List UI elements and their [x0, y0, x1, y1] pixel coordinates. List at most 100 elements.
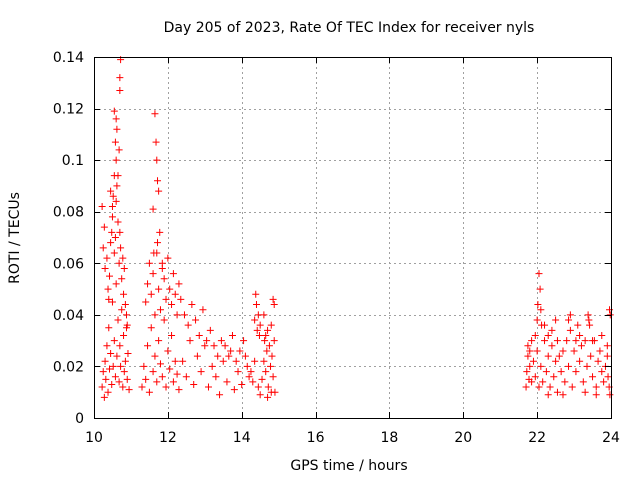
y-tick-label: 0.1	[62, 153, 84, 169]
data-point	[261, 337, 269, 345]
data-point	[584, 311, 592, 319]
data-point	[548, 342, 556, 350]
data-point	[217, 337, 225, 345]
data-point	[155, 285, 163, 293]
data-point	[111, 138, 119, 146]
data-point	[115, 378, 123, 386]
data-point	[142, 375, 150, 383]
data-point	[166, 365, 174, 373]
data-point	[158, 373, 166, 381]
data-point	[168, 331, 176, 339]
data-point	[598, 331, 606, 339]
data-point	[116, 74, 124, 82]
data-point	[195, 331, 203, 339]
data-point	[116, 342, 124, 350]
data-point	[581, 388, 589, 396]
data-point	[122, 311, 130, 319]
data-point	[125, 386, 133, 394]
data-point	[140, 362, 148, 370]
data-point	[98, 383, 106, 391]
data-point	[247, 368, 255, 376]
y-tick-label: 0.12	[53, 102, 84, 118]
data-point	[197, 368, 205, 376]
data-point	[145, 259, 153, 267]
data-point	[600, 378, 608, 386]
data-point	[255, 331, 263, 339]
data-point	[116, 228, 124, 236]
data-point	[121, 301, 129, 309]
data-point	[169, 378, 177, 386]
x-tick-label: 12	[159, 430, 177, 446]
x-axis-label: GPS time / hours	[290, 458, 407, 474]
data-point	[586, 321, 594, 329]
data-point	[566, 326, 574, 334]
y-tick-label: 0.04	[53, 308, 84, 324]
data-point	[145, 388, 153, 396]
data-point	[100, 393, 108, 401]
data-point	[118, 306, 126, 314]
data-point	[117, 362, 125, 370]
data-point	[110, 107, 118, 115]
data-point	[107, 239, 115, 247]
data-point	[153, 378, 161, 386]
data-point	[550, 373, 558, 381]
data-point	[144, 342, 152, 350]
data-point	[156, 306, 164, 314]
data-point	[264, 383, 272, 391]
x-tick-labels: 10 12 14 16 18 20 22 24	[85, 430, 620, 446]
data-point	[587, 352, 595, 360]
data-point	[103, 342, 111, 350]
y-tick-label: 0	[75, 411, 84, 427]
axis-ticks	[94, 57, 612, 419]
data-point	[164, 347, 172, 355]
data-point	[214, 352, 222, 360]
data-point	[124, 350, 132, 358]
data-point	[156, 228, 164, 236]
data-point	[572, 337, 580, 345]
data-point	[112, 197, 120, 205]
data-point	[251, 316, 259, 324]
data-point	[120, 368, 128, 376]
data-point	[577, 342, 585, 350]
data-point	[563, 337, 571, 345]
data-point	[147, 290, 155, 298]
data-point	[256, 391, 264, 399]
data-point	[169, 270, 177, 278]
data-point	[180, 311, 188, 319]
data-point	[589, 373, 597, 381]
data-point	[572, 368, 580, 376]
data-point	[115, 146, 123, 154]
data-point	[103, 254, 111, 262]
data-point	[561, 378, 569, 386]
data-point	[206, 326, 214, 334]
data-point	[104, 388, 112, 396]
data-point	[267, 362, 275, 370]
data-point	[596, 347, 604, 355]
x-tick-label: 18	[381, 430, 399, 446]
data-point	[105, 295, 113, 303]
data-point	[113, 125, 121, 133]
data-point	[204, 383, 212, 391]
data-point	[111, 234, 119, 241]
data-point	[119, 383, 127, 391]
data-point	[263, 347, 271, 355]
data-point	[546, 383, 554, 391]
data-point	[565, 316, 573, 324]
data-point	[121, 357, 129, 365]
data-point	[100, 223, 108, 231]
data-point	[201, 342, 209, 350]
data-point	[162, 383, 170, 391]
data-point	[574, 321, 582, 329]
data-point	[221, 342, 229, 350]
data-point	[147, 324, 155, 332]
data-point	[171, 290, 179, 298]
data-point	[193, 352, 201, 360]
data-point	[106, 365, 114, 373]
data-point	[243, 362, 251, 370]
data-point	[603, 352, 611, 360]
data-point	[175, 280, 183, 288]
data-point	[541, 337, 549, 345]
x-tick-label: 20	[454, 430, 472, 446]
data-point	[114, 172, 122, 180]
data-point	[267, 321, 275, 329]
